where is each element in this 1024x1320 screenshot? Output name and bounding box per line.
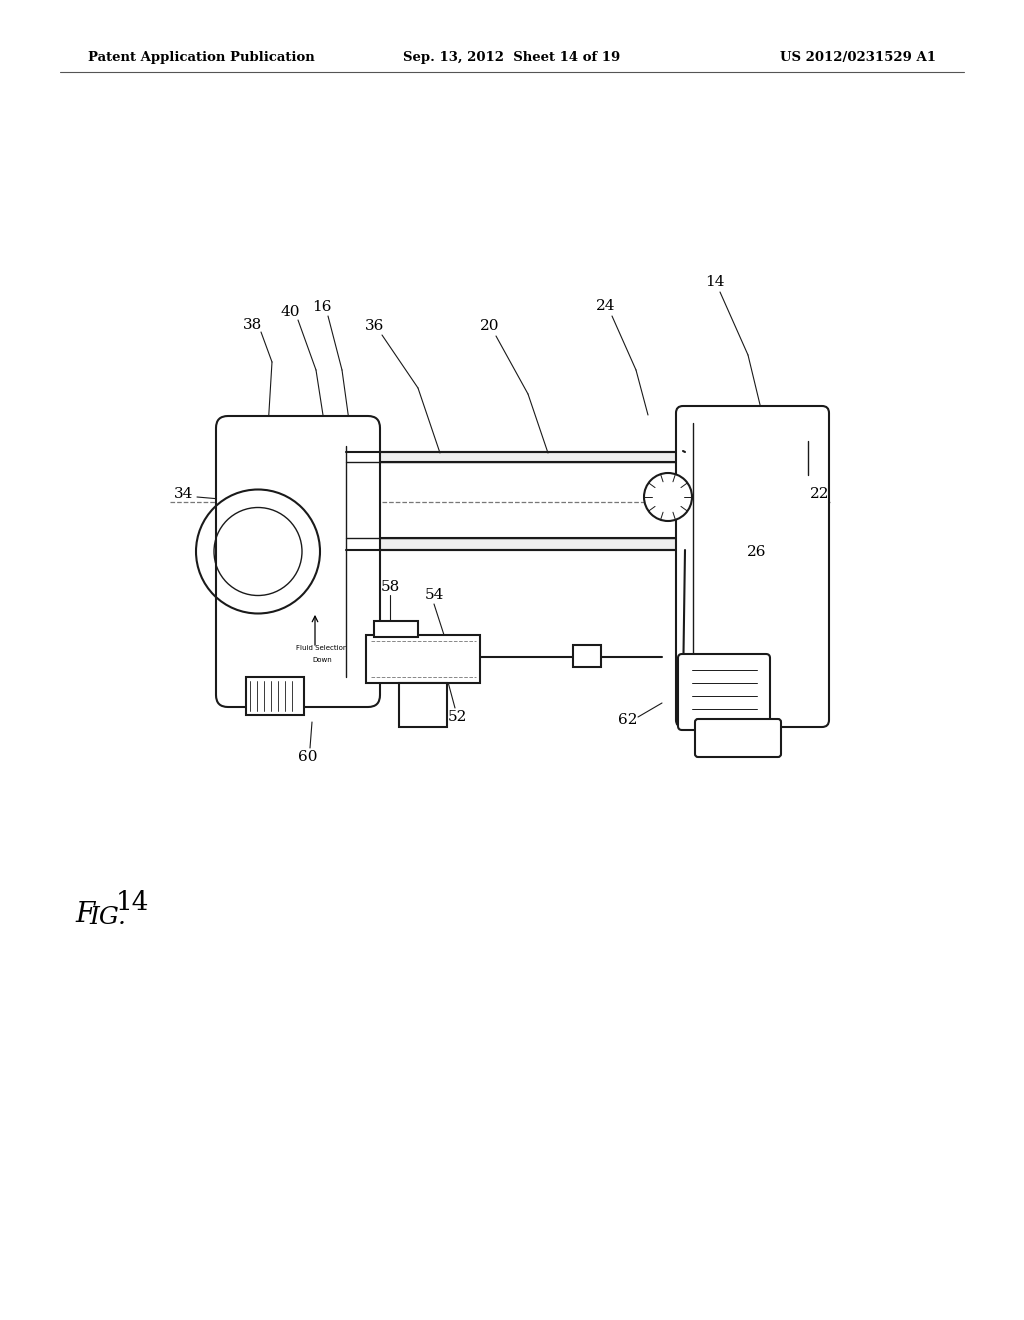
Bar: [573, 645, 601, 667]
Bar: [366, 635, 480, 682]
Bar: [374, 620, 418, 638]
Text: 34: 34: [174, 487, 194, 502]
Text: Fluid Selection: Fluid Selection: [296, 645, 348, 651]
Text: 58: 58: [380, 579, 399, 594]
Text: F: F: [75, 902, 94, 928]
Text: 22: 22: [810, 487, 829, 502]
Text: Sep. 13, 2012  Sheet 14 of 19: Sep. 13, 2012 Sheet 14 of 19: [403, 51, 621, 65]
Bar: [246, 677, 304, 715]
Bar: [399, 682, 447, 727]
FancyBboxPatch shape: [676, 407, 829, 727]
Text: Patent Application Publication: Patent Application Publication: [88, 51, 314, 65]
Text: 14: 14: [706, 275, 725, 289]
FancyBboxPatch shape: [695, 719, 781, 756]
Text: 24: 24: [596, 300, 615, 313]
Text: 40: 40: [281, 305, 300, 319]
Text: 56: 56: [422, 690, 441, 704]
Text: 52: 52: [447, 710, 467, 723]
Text: US 2012/0231529 A1: US 2012/0231529 A1: [780, 51, 936, 65]
FancyBboxPatch shape: [678, 653, 770, 730]
Text: 54: 54: [424, 587, 443, 602]
Circle shape: [644, 473, 692, 521]
Bar: [346, 451, 685, 462]
Text: 62: 62: [618, 713, 638, 727]
Text: IG.: IG.: [89, 906, 126, 928]
Text: 20: 20: [480, 319, 500, 333]
Text: 36: 36: [366, 319, 385, 333]
Text: 38: 38: [244, 318, 262, 333]
FancyBboxPatch shape: [216, 416, 380, 708]
Text: 14: 14: [116, 891, 150, 916]
Text: 26: 26: [748, 545, 767, 558]
Text: 60: 60: [298, 750, 317, 764]
Text: 16: 16: [312, 300, 332, 314]
Bar: [346, 539, 685, 550]
Text: Down: Down: [312, 657, 332, 663]
